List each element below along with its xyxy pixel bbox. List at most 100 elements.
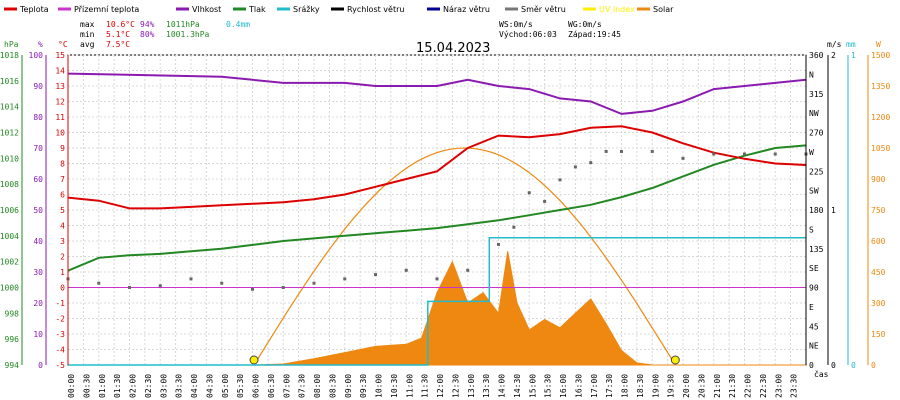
wind-direction-point: [404, 268, 408, 272]
solar-area: [68, 251, 806, 366]
x-tick-label: 07:00: [282, 374, 291, 398]
hpa-axis-tick-label: 1006: [0, 206, 19, 215]
x-tick-label: 01:00: [98, 374, 107, 398]
wind-direction-point: [251, 287, 254, 291]
x-tick-label: 23:30: [790, 374, 799, 398]
x-tick-label: 23:00: [774, 374, 783, 398]
pct-axis-tick-label: 90: [33, 82, 43, 91]
c-axis-tick-label: -4: [55, 346, 65, 355]
w-axis-tick-label: 900: [871, 175, 886, 184]
wind-direction-point: [527, 191, 531, 195]
c-axis-tick-label: -2: [55, 315, 65, 324]
legend-item-smer-vetru: Směr větru: [505, 5, 566, 14]
dir-axis-tick-label: 315: [809, 90, 824, 99]
svg-text:avg: avg: [80, 40, 95, 49]
svg-text:Východ:06:03: Východ:06:03: [499, 30, 557, 39]
wind-direction-point: [650, 149, 654, 153]
x-tick-label: 08:00: [313, 374, 322, 398]
x-tick-label: 18:00: [621, 374, 630, 398]
svg-text:min: min: [80, 30, 95, 39]
x-tick-label: 19:30: [667, 374, 676, 398]
x-tick-label: 04:00: [190, 374, 199, 398]
svg-text:1011hPa: 1011hPa: [166, 20, 200, 29]
x-tick-label: 20:00: [682, 374, 691, 398]
dir-axis-tick-label: 180: [809, 206, 824, 215]
wind-direction-point: [497, 242, 500, 246]
x-tick-label: 22:00: [744, 374, 753, 398]
c-axis-tick-label: 11: [55, 113, 65, 122]
w-axis-tick-label: 1050: [871, 144, 890, 153]
legend-item-vlhkost: Vlhkost: [176, 5, 221, 14]
axis-label-pct: %: [38, 40, 43, 49]
dir-axis-tick-label: W: [809, 148, 814, 157]
x-tick-label: 13:00: [467, 374, 476, 398]
x-tick-label: 17:30: [605, 374, 614, 398]
lines-layer: [67, 72, 807, 366]
c-axis-tick-label: 4: [60, 222, 65, 231]
dir-axis-tick-label: SW: [809, 187, 819, 196]
wind-direction-point: [281, 286, 285, 289]
ms-axis-tick-label: 2: [831, 51, 836, 60]
x-tick-label: 03:00: [159, 374, 168, 398]
hpa-axis-tick-label: 1008: [0, 180, 19, 189]
dir-axis-tick-label: 225: [809, 167, 824, 176]
dir-axis-tick-label: NW: [809, 109, 819, 118]
w-axis-tick-label: 450: [871, 268, 886, 277]
x-tick-label: 14:00: [498, 374, 507, 398]
x-tick-label: 12:00: [436, 374, 445, 398]
svg-text:Přízemní teplota: Přízemní teplota: [74, 5, 139, 14]
hpa-axis-tick-label: 1010: [0, 154, 19, 163]
x-axis: 00:00 00:30 01:00 01:30 02:00 02:30 03:00 03:30…: [67, 374, 799, 398]
ms-axis-tick-label: 0: [831, 361, 836, 370]
wind-direction-point: [573, 165, 577, 169]
hpa-axis-tick-label: 1002: [0, 258, 19, 267]
wind-direction-point: [158, 284, 162, 288]
axis-label-w: W: [876, 40, 881, 49]
hpa-axis-tick-label: 1000: [0, 284, 19, 293]
x-tick-label: 09:30: [359, 374, 368, 398]
c-axis-tick-label: 8: [60, 160, 65, 169]
wind-direction-point: [620, 149, 623, 153]
c-axis-tick-label: 3: [60, 237, 65, 246]
x-tick-label: 00:00: [67, 374, 76, 398]
wind-direction-point: [220, 281, 224, 285]
c-axis-tick-label: 7: [60, 175, 65, 184]
humidity-line: [67, 72, 807, 115]
sunrise-marker: [249, 355, 259, 365]
wind-direction-point: [543, 199, 547, 203]
w-axis-tick-label: 300: [871, 299, 886, 308]
legend-item-teplota: Teplota: [4, 5, 49, 14]
x-tick-label: 09:00: [344, 374, 353, 398]
x-tick-label: 19:00: [651, 374, 660, 398]
x-tick-label: 01:30: [113, 374, 122, 398]
wind-direction-point: [128, 286, 131, 289]
x-tick-label: 02:30: [144, 374, 153, 398]
temperature-line: [67, 125, 807, 210]
rain-line: [68, 237, 806, 366]
x-tick-label: 05:30: [236, 374, 245, 398]
c-axis-tick-label: 10: [55, 129, 65, 138]
dir-axis-tick-label: 270: [809, 129, 824, 138]
w-axis-tick-label: 150: [871, 330, 886, 339]
pct-axis-tick-label: 30: [33, 268, 43, 277]
pct-axis-tick-label: 10: [33, 330, 43, 339]
hpa-axis-tick-label: 1012: [0, 129, 19, 138]
dir-axis-tick-label: N: [809, 70, 814, 79]
x-tick-label: 08:30: [328, 374, 337, 398]
legend-item-naraz-vetru: Náraz větru: [427, 5, 490, 14]
c-axis-tick-label: 1: [60, 268, 65, 277]
svg-text:Teplota: Teplota: [19, 5, 49, 14]
dir-axis-tick-label: NE: [809, 342, 819, 351]
w-axis-tick-label: 0: [871, 361, 876, 370]
svg-text:7.5°C: 7.5°C: [106, 40, 130, 49]
dir-axis-tick-label: 90: [809, 284, 819, 293]
mm-axis-tick-label: 0: [851, 361, 856, 370]
x-tick-label: 03:30: [175, 374, 184, 398]
pct-axis-tick-label: 100: [29, 51, 44, 60]
svg-text:WS:0m/s: WS:0m/s: [499, 20, 533, 29]
c-axis-tick-label: 13: [55, 82, 65, 91]
wind-direction-point: [312, 281, 316, 285]
dir-axis-tick-label: SE: [809, 264, 819, 273]
